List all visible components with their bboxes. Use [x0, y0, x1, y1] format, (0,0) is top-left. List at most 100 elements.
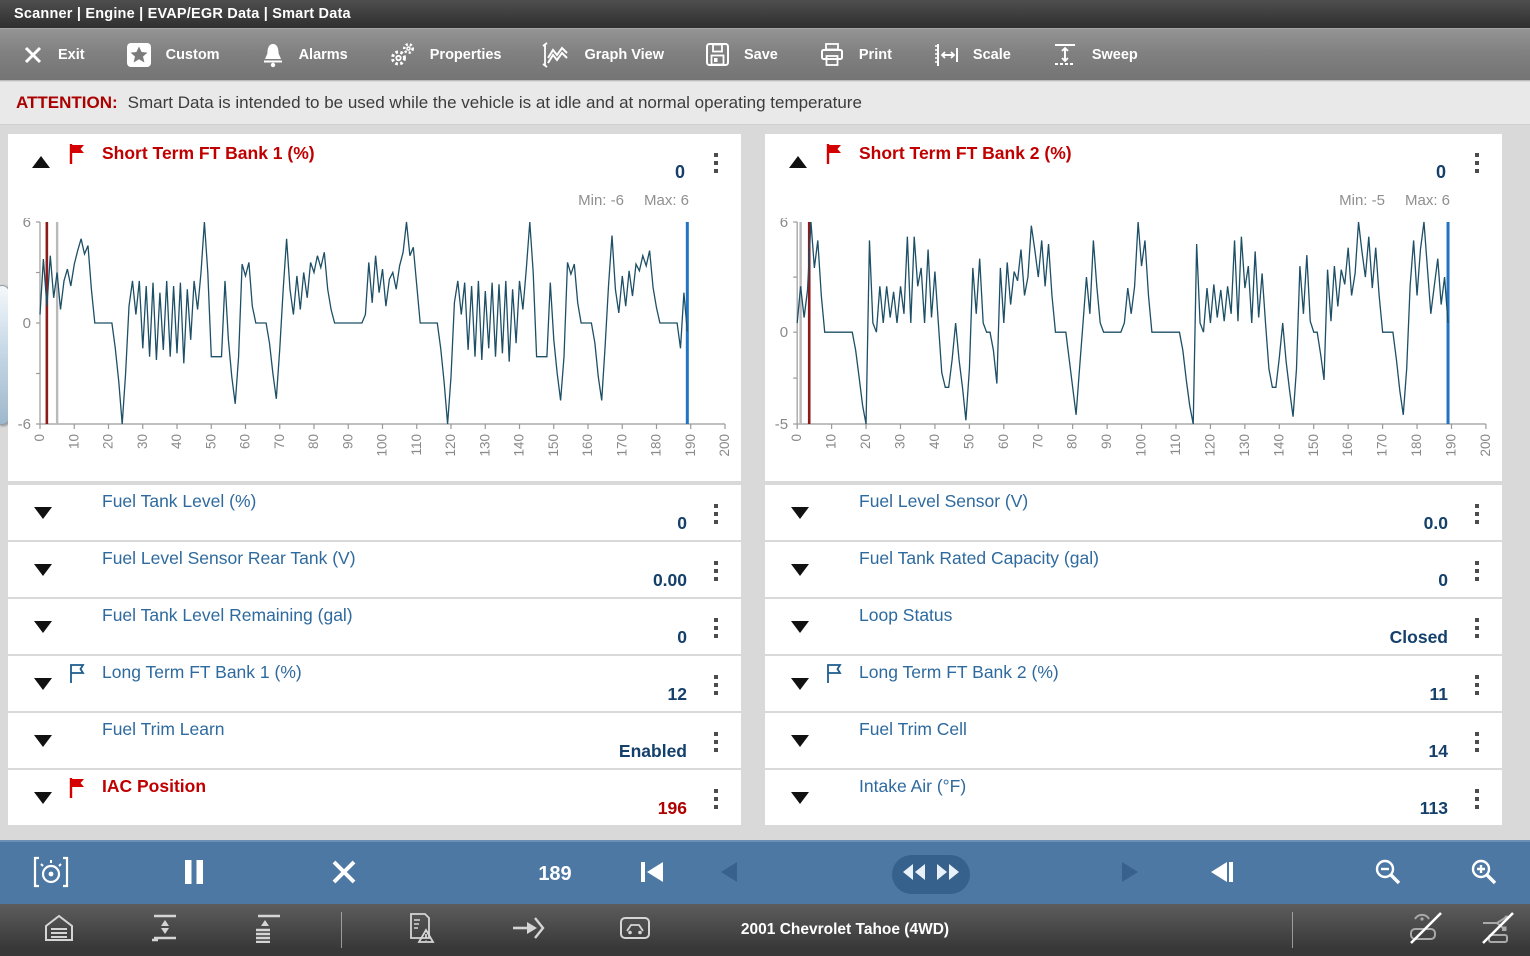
- exit-icon: [22, 44, 44, 66]
- zoom-out-button[interactable]: [1366, 842, 1410, 906]
- close-icon: [331, 859, 357, 890]
- outline-flag-icon: [823, 662, 845, 691]
- svg-text:170: 170: [1375, 434, 1390, 457]
- chart-canvas-bank2[interactable]: 60-50 10 20 30 40 50 60 70 80 90 100 110 120 130 140 15…: [765, 218, 1502, 478]
- scale-button[interactable]: Scale: [919, 29, 1038, 80]
- collapse-down-icon[interactable]: [34, 792, 52, 804]
- collapse-down-icon[interactable]: [791, 792, 809, 804]
- collapse-down-icon[interactable]: [34, 507, 52, 519]
- shuttle-control[interactable]: [892, 855, 970, 894]
- status-divider: [1292, 912, 1293, 948]
- collapse-down-icon[interactable]: [791, 621, 809, 633]
- svg-text:160: 160: [580, 434, 595, 457]
- vehicle-records-button[interactable]: [612, 904, 658, 956]
- row-label: Fuel Level Sensor Rear Tank (V): [102, 548, 356, 568]
- save-button[interactable]: Save: [691, 29, 805, 80]
- row-menu-kebab-icon[interactable]: [711, 729, 721, 755]
- row-menu-kebab-icon[interactable]: [711, 558, 721, 584]
- svg-text:70: 70: [272, 434, 287, 449]
- svg-text:0: 0: [780, 324, 788, 341]
- svg-text:110: 110: [1168, 434, 1183, 455]
- data-row: Intake Air (°F) 113: [765, 770, 1502, 825]
- row-menu-kebab-icon[interactable]: [711, 672, 721, 698]
- timer-button[interactable]: [26, 842, 76, 906]
- row-menu-kebab-icon[interactable]: [1472, 558, 1482, 584]
- row-menu-kebab-icon[interactable]: [1472, 501, 1482, 527]
- collapse-list-icon: [251, 913, 283, 948]
- home-button[interactable]: [36, 904, 82, 956]
- row-menu-kebab-icon[interactable]: [711, 501, 721, 527]
- status-bar: 2001 Chevrolet Tahoe (4WD): [0, 904, 1530, 956]
- collapse-down-icon[interactable]: [791, 678, 809, 690]
- data-transfer-button[interactable]: [505, 904, 551, 956]
- exit-button[interactable]: Exit: [8, 29, 112, 80]
- row-label: Fuel Tank Rated Capacity (gal): [859, 548, 1099, 568]
- gears-icon: [389, 41, 416, 68]
- custom-button[interactable]: Custom: [112, 29, 247, 80]
- svg-text:0: 0: [789, 434, 804, 442]
- row-value: 0.0: [1423, 513, 1448, 533]
- row-label: IAC Position: [102, 776, 207, 796]
- data-row: Fuel Tank Level (%) 0: [8, 485, 741, 540]
- print-button[interactable]: Print: [805, 29, 919, 80]
- row-label: Fuel Trim Learn: [102, 719, 225, 739]
- pause-button[interactable]: [172, 842, 216, 906]
- expand-collapse-button[interactable]: [142, 904, 188, 956]
- collapse-down-icon[interactable]: [791, 735, 809, 747]
- skip-to-start-button[interactable]: [630, 842, 674, 906]
- row-menu-kebab-icon[interactable]: [1472, 729, 1482, 755]
- svg-text:10: 10: [66, 434, 81, 449]
- collapse-down-icon[interactable]: [34, 564, 52, 576]
- svg-text:50: 50: [203, 434, 218, 449]
- step-back-button[interactable]: [708, 842, 748, 906]
- graph-current-value: 0: [1435, 162, 1446, 182]
- row-label: Long Term FT Bank 2 (%): [859, 662, 1059, 682]
- home-icon: [43, 913, 75, 948]
- graph-menu-kebab-icon[interactable]: [711, 150, 721, 176]
- row-menu-kebab-icon[interactable]: [1472, 786, 1482, 812]
- data-log-button[interactable]: [398, 904, 444, 956]
- collapse-down-icon[interactable]: [34, 621, 52, 633]
- graph-panel-bank1: Short Term FT Bank 1 (%) 0 Min: -6 Max: …: [8, 134, 741, 481]
- row-menu-kebab-icon[interactable]: [1472, 615, 1482, 641]
- row-menu-kebab-icon[interactable]: [1472, 672, 1482, 698]
- collapse-up-icon[interactable]: [32, 156, 50, 168]
- properties-button[interactable]: Properties: [375, 29, 529, 80]
- skip-to-end-button[interactable]: [1200, 842, 1244, 906]
- breadcrumb: Scanner | Engine | EVAP/EGR Data | Smart…: [0, 0, 1530, 28]
- zoom-in-button[interactable]: [1462, 842, 1506, 906]
- rows-left: Fuel Tank Level (%) 0 Fuel Level Sensor …: [8, 485, 741, 827]
- svg-text:40: 40: [169, 434, 184, 449]
- collapse-up-icon[interactable]: [789, 156, 807, 168]
- collapse-down-icon[interactable]: [34, 735, 52, 747]
- graph-title: Short Term FT Bank 2 (%): [859, 143, 1072, 163]
- alarms-button[interactable]: Alarms: [247, 29, 375, 80]
- row-label: Loop Status: [859, 605, 953, 625]
- chart-canvas-bank1[interactable]: 60-60 10 20 30 40 50 60 70 80 90 100 110 120 130 140 15…: [8, 218, 741, 478]
- collapse-down-icon[interactable]: [791, 507, 809, 519]
- svg-text:90: 90: [1099, 434, 1114, 449]
- vehicle-record-icon: [619, 915, 651, 946]
- row-menu-kebab-icon[interactable]: [711, 615, 721, 641]
- zoom-in-icon: [1470, 858, 1498, 891]
- svg-text:10: 10: [824, 434, 839, 449]
- sweep-button[interactable]: Sweep: [1038, 29, 1165, 80]
- graph-view-button[interactable]: Graph View: [528, 29, 691, 80]
- play-button[interactable]: [1110, 842, 1150, 906]
- alarms-label: Alarms: [298, 46, 348, 63]
- svg-text:70: 70: [1030, 434, 1045, 449]
- status-divider: [341, 912, 342, 948]
- vehicle-label: 2001 Chevrolet Tahoe (4WD): [740, 921, 950, 938]
- collapse-down-icon[interactable]: [791, 564, 809, 576]
- graph-menu-kebab-icon[interactable]: [1472, 150, 1482, 176]
- row-menu-kebab-icon[interactable]: [711, 786, 721, 812]
- row-label: Fuel Level Sensor (V): [859, 491, 1029, 511]
- collapse-list-button[interactable]: [244, 904, 290, 956]
- exit-label: Exit: [58, 46, 85, 63]
- stop-capture-button[interactable]: [322, 842, 366, 906]
- collapse-down-icon[interactable]: [34, 678, 52, 690]
- usb-status-indicator: [1472, 904, 1522, 956]
- data-row-alert: IAC Position 196: [8, 770, 741, 825]
- attention-message: Smart Data is intended to be used while …: [127, 93, 862, 112]
- row-label: Long Term FT Bank 1 (%): [102, 662, 302, 682]
